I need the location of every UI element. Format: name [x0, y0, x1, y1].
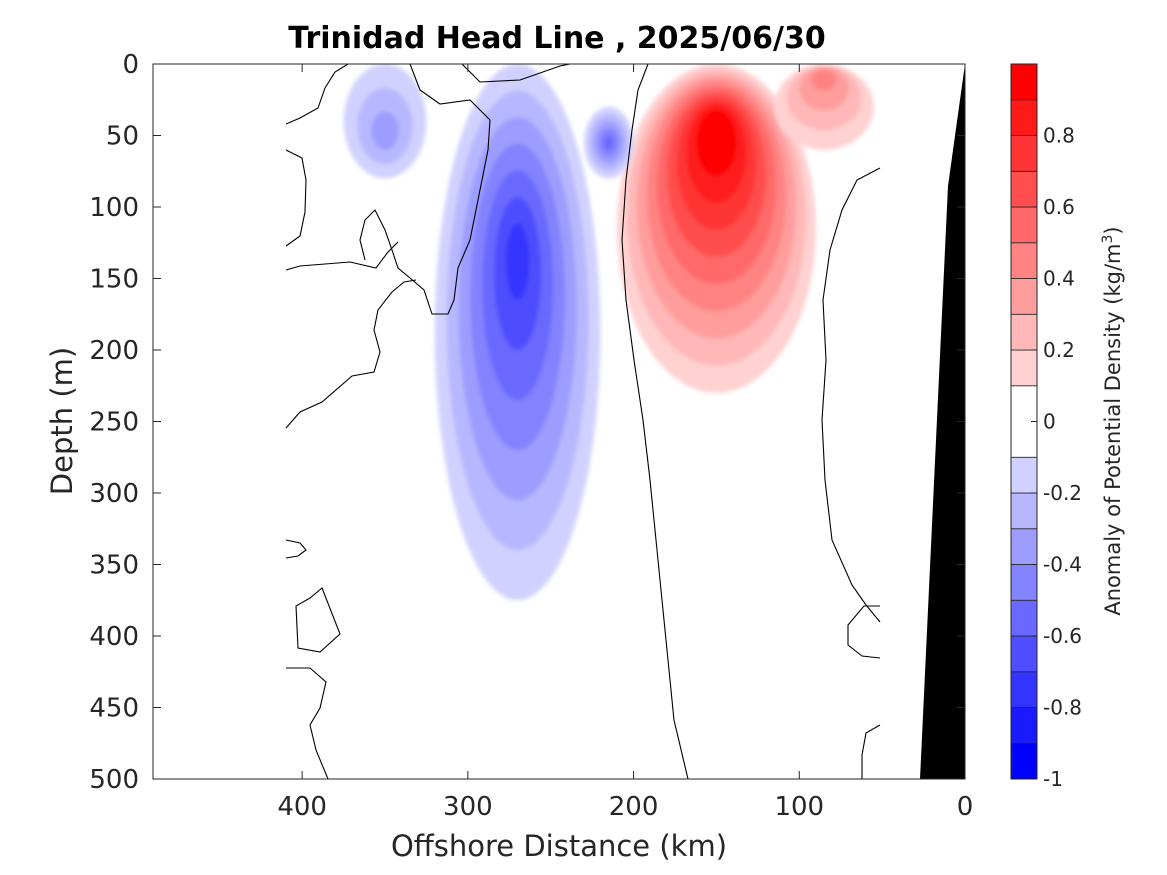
contour-line-west-top — [285, 64, 349, 125]
y-tick-label: 200 — [89, 336, 139, 366]
x-tick-label: 300 — [443, 792, 493, 822]
colorbar-band — [1010, 671, 1038, 708]
contour-line-west-deep-4 — [286, 667, 329, 779]
colorbar-band — [1010, 742, 1038, 780]
colorbar-band — [1010, 456, 1038, 494]
contour-line-east-2 — [847, 605, 881, 659]
y-tick-label: 400 — [89, 622, 139, 652]
x-tick-label: 100 — [774, 792, 824, 822]
x-tick-label: 400 — [277, 792, 327, 822]
colorbar-tick-label: 0.4 — [1043, 267, 1075, 291]
colorbar-tick-label: -1 — [1043, 767, 1063, 791]
anomaly-contour-fields — [343, 64, 874, 601]
x-axis-ticks: 400 300 200 100 0 — [277, 64, 973, 822]
y-tick-label: 0 — [122, 50, 139, 80]
colorbar-tick-label: 0.2 — [1043, 338, 1075, 362]
contour-line-main — [621, 64, 689, 779]
contour-line-west-low — [285, 241, 399, 271]
anomaly-level — [811, 69, 837, 91]
y-tick-label: 150 — [89, 265, 139, 295]
contour-line-west-mid — [285, 149, 307, 247]
bathymetry-seafloor — [920, 64, 965, 779]
colorbar-band — [1010, 278, 1038, 315]
contour-line-west-deep — [285, 279, 417, 429]
contour-line-west-cluster — [359, 64, 491, 315]
colorbar-band — [1010, 99, 1038, 136]
colorbar-band — [1010, 635, 1038, 673]
colorbar-tick-label: -0.8 — [1043, 696, 1082, 720]
contour-line-east — [821, 167, 881, 623]
colorbar-band — [1010, 206, 1038, 244]
colorbar-label-close: ) — [1101, 226, 1125, 234]
x-tick-label: 200 — [609, 792, 659, 822]
colorbar-band — [1010, 564, 1038, 601]
anomaly-positive-0 — [617, 64, 816, 393]
y-tick-label: 500 — [89, 765, 139, 795]
colorbar-tick-label: -0.2 — [1043, 481, 1082, 505]
colorbar-tick-label: 0.6 — [1043, 195, 1075, 219]
y-tick-label: 100 — [89, 193, 139, 223]
y-tick-label: 350 — [89, 551, 139, 581]
y-axis-label: Depth (m) — [45, 347, 79, 495]
colorbar-tick-label: -0.6 — [1043, 624, 1082, 648]
y-tick-label: 50 — [106, 122, 139, 152]
colorbar-band — [1010, 528, 1038, 565]
anomaly-level — [706, 115, 727, 149]
colorbar — [1010, 63, 1038, 780]
colorbar-band — [1010, 707, 1038, 744]
chart-title: Trinidad Head Line , 2025/06/30 — [288, 21, 825, 56]
y-tick-label: 450 — [89, 694, 139, 724]
colorbar-band — [1010, 242, 1038, 279]
colorbar-band — [1010, 313, 1038, 351]
colorbar-band — [1010, 599, 1038, 637]
contour-line-west-deep-2 — [285, 539, 307, 559]
colorbar-ticks: -1 -0.8 -0.6 -0.4 -0.2 0 0.2 0.4 0.6 0.8 — [1031, 124, 1082, 791]
colorbar-tick-label: 0 — [1043, 410, 1056, 434]
anomaly-positive-4 — [774, 64, 874, 150]
y-axis-ticks: 0 50 100 150 200 250 300 350 400 450 500 — [89, 50, 965, 795]
anomaly-level — [371, 111, 399, 150]
y-tick-label: 250 — [89, 408, 139, 438]
colorbar-label-superscript: 3 — [1100, 235, 1116, 244]
contour-line-west-deep-3 — [295, 587, 341, 653]
anomaly-level — [505, 223, 530, 300]
x-tick-label: 0 — [957, 792, 974, 822]
anomaly-negative-2 — [343, 64, 427, 179]
anomaly-negative-1 — [434, 64, 601, 601]
colorbar-band — [1010, 492, 1038, 530]
anomaly-negative-3 — [583, 106, 634, 179]
colorbar-tick-label: -0.4 — [1043, 553, 1082, 577]
colorbar-band — [1010, 170, 1038, 208]
colorbar-label-text: Anomaly of Potential Density (kg/m — [1101, 244, 1125, 616]
colorbar-band — [1010, 63, 1038, 101]
y-tick-label: 300 — [89, 479, 139, 509]
x-axis-label: Offshore Distance (km) — [391, 829, 727, 863]
colorbar-band — [1010, 349, 1038, 387]
colorbar-band — [1010, 135, 1038, 172]
zero-contour-lines — [285, 64, 881, 779]
contour-line-west-cluster-2 — [461, 64, 571, 83]
colorbar-label: Anomaly of Potential Density (kg/m3) — [1100, 226, 1125, 615]
contour-line-east-3 — [861, 724, 881, 779]
colorbar-tick-label: 0.8 — [1043, 124, 1075, 148]
anomaly-level — [603, 135, 614, 150]
